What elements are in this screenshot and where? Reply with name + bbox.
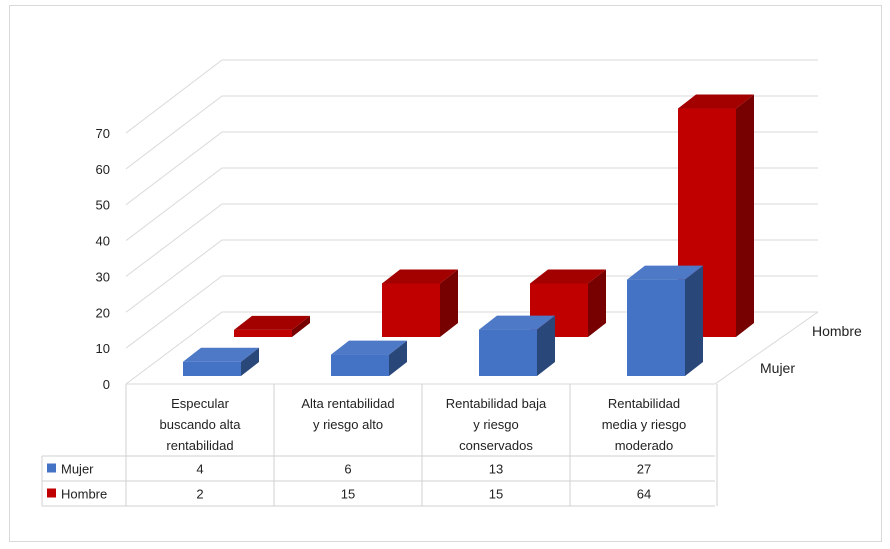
data-label: 64 (637, 487, 651, 502)
bar-front (234, 329, 292, 337)
y-tick-label: 40 (96, 234, 110, 249)
legend-key-mujer (47, 463, 56, 473)
data-label: 6 (344, 462, 351, 477)
bar-front (183, 361, 241, 376)
series-mujer (183, 265, 703, 376)
bar-top (183, 347, 259, 362)
category-label: media y riesgo (602, 417, 687, 432)
bar-top (234, 315, 310, 330)
depth-label-hombre: Hombre (812, 323, 862, 339)
bar-top (382, 269, 458, 284)
bar-side (736, 94, 754, 338)
gridline-side (125, 275, 223, 349)
y-tick-label: 70 (96, 126, 110, 141)
legend-label-hombre: Hombre (61, 487, 107, 502)
y-tick-label: 20 (96, 305, 110, 320)
category-label: Alta rentabilidad (301, 396, 394, 411)
bar-top (627, 265, 703, 280)
bar-side (537, 315, 555, 376)
bar-front (331, 354, 389, 376)
bar-side (292, 315, 310, 337)
data-label: 15 (489, 487, 503, 502)
bar (382, 269, 458, 337)
data-table: Especular buscando alta rentabilidad Alta r… (41, 384, 718, 507)
gridline-side (125, 59, 223, 134)
bar (627, 265, 703, 376)
category-label: conservados (459, 438, 533, 453)
bar-front (382, 283, 440, 337)
category-label: y riesgo alto (313, 417, 383, 432)
bar (183, 347, 259, 376)
legend-key-hombre (47, 488, 56, 498)
bar (479, 315, 555, 376)
gridline-side (125, 167, 223, 241)
gridline-side (125, 131, 223, 206)
category-label: y riesgo (473, 417, 519, 432)
category-label: buscando alta (160, 417, 242, 432)
bar-top (479, 315, 555, 330)
data-label: 4 (196, 462, 203, 477)
category-label: moderado (615, 438, 674, 453)
category-label: Rentabilidad (608, 396, 680, 411)
bar-top (530, 269, 606, 284)
gridline-side (125, 239, 223, 313)
bar-top (678, 94, 754, 109)
data-label: 13 (489, 462, 503, 477)
gridline-side (125, 311, 223, 385)
y-tick-label: 60 (96, 162, 110, 177)
depth-label-mujer: Mujer (760, 360, 795, 376)
data-label: 2 (196, 487, 203, 502)
bar-side (389, 340, 407, 376)
data-label: 27 (637, 462, 651, 477)
gridline-side (125, 95, 223, 170)
bar-side (241, 347, 259, 376)
data-label: 15 (341, 487, 355, 502)
category-label: Especular (171, 396, 229, 411)
y-tick-label: 50 (96, 198, 110, 213)
category-label: rentabilidad (166, 438, 233, 453)
bar-side (440, 269, 458, 337)
category-label: Rentabilidad baja (446, 396, 547, 411)
floor-right (714, 311, 819, 385)
y-tick-label: 30 (96, 269, 110, 284)
bar-side (588, 269, 606, 337)
bar-front (627, 279, 685, 376)
bar (234, 315, 310, 337)
bar (331, 340, 407, 376)
gridline-side (125, 203, 223, 277)
y-tick-label: 10 (96, 341, 110, 356)
bar-front (479, 329, 537, 376)
bar-top (331, 340, 407, 355)
bar-side (685, 265, 703, 376)
y-tick-label: 0 (103, 377, 110, 392)
legend-label-mujer: Mujer (61, 462, 94, 477)
